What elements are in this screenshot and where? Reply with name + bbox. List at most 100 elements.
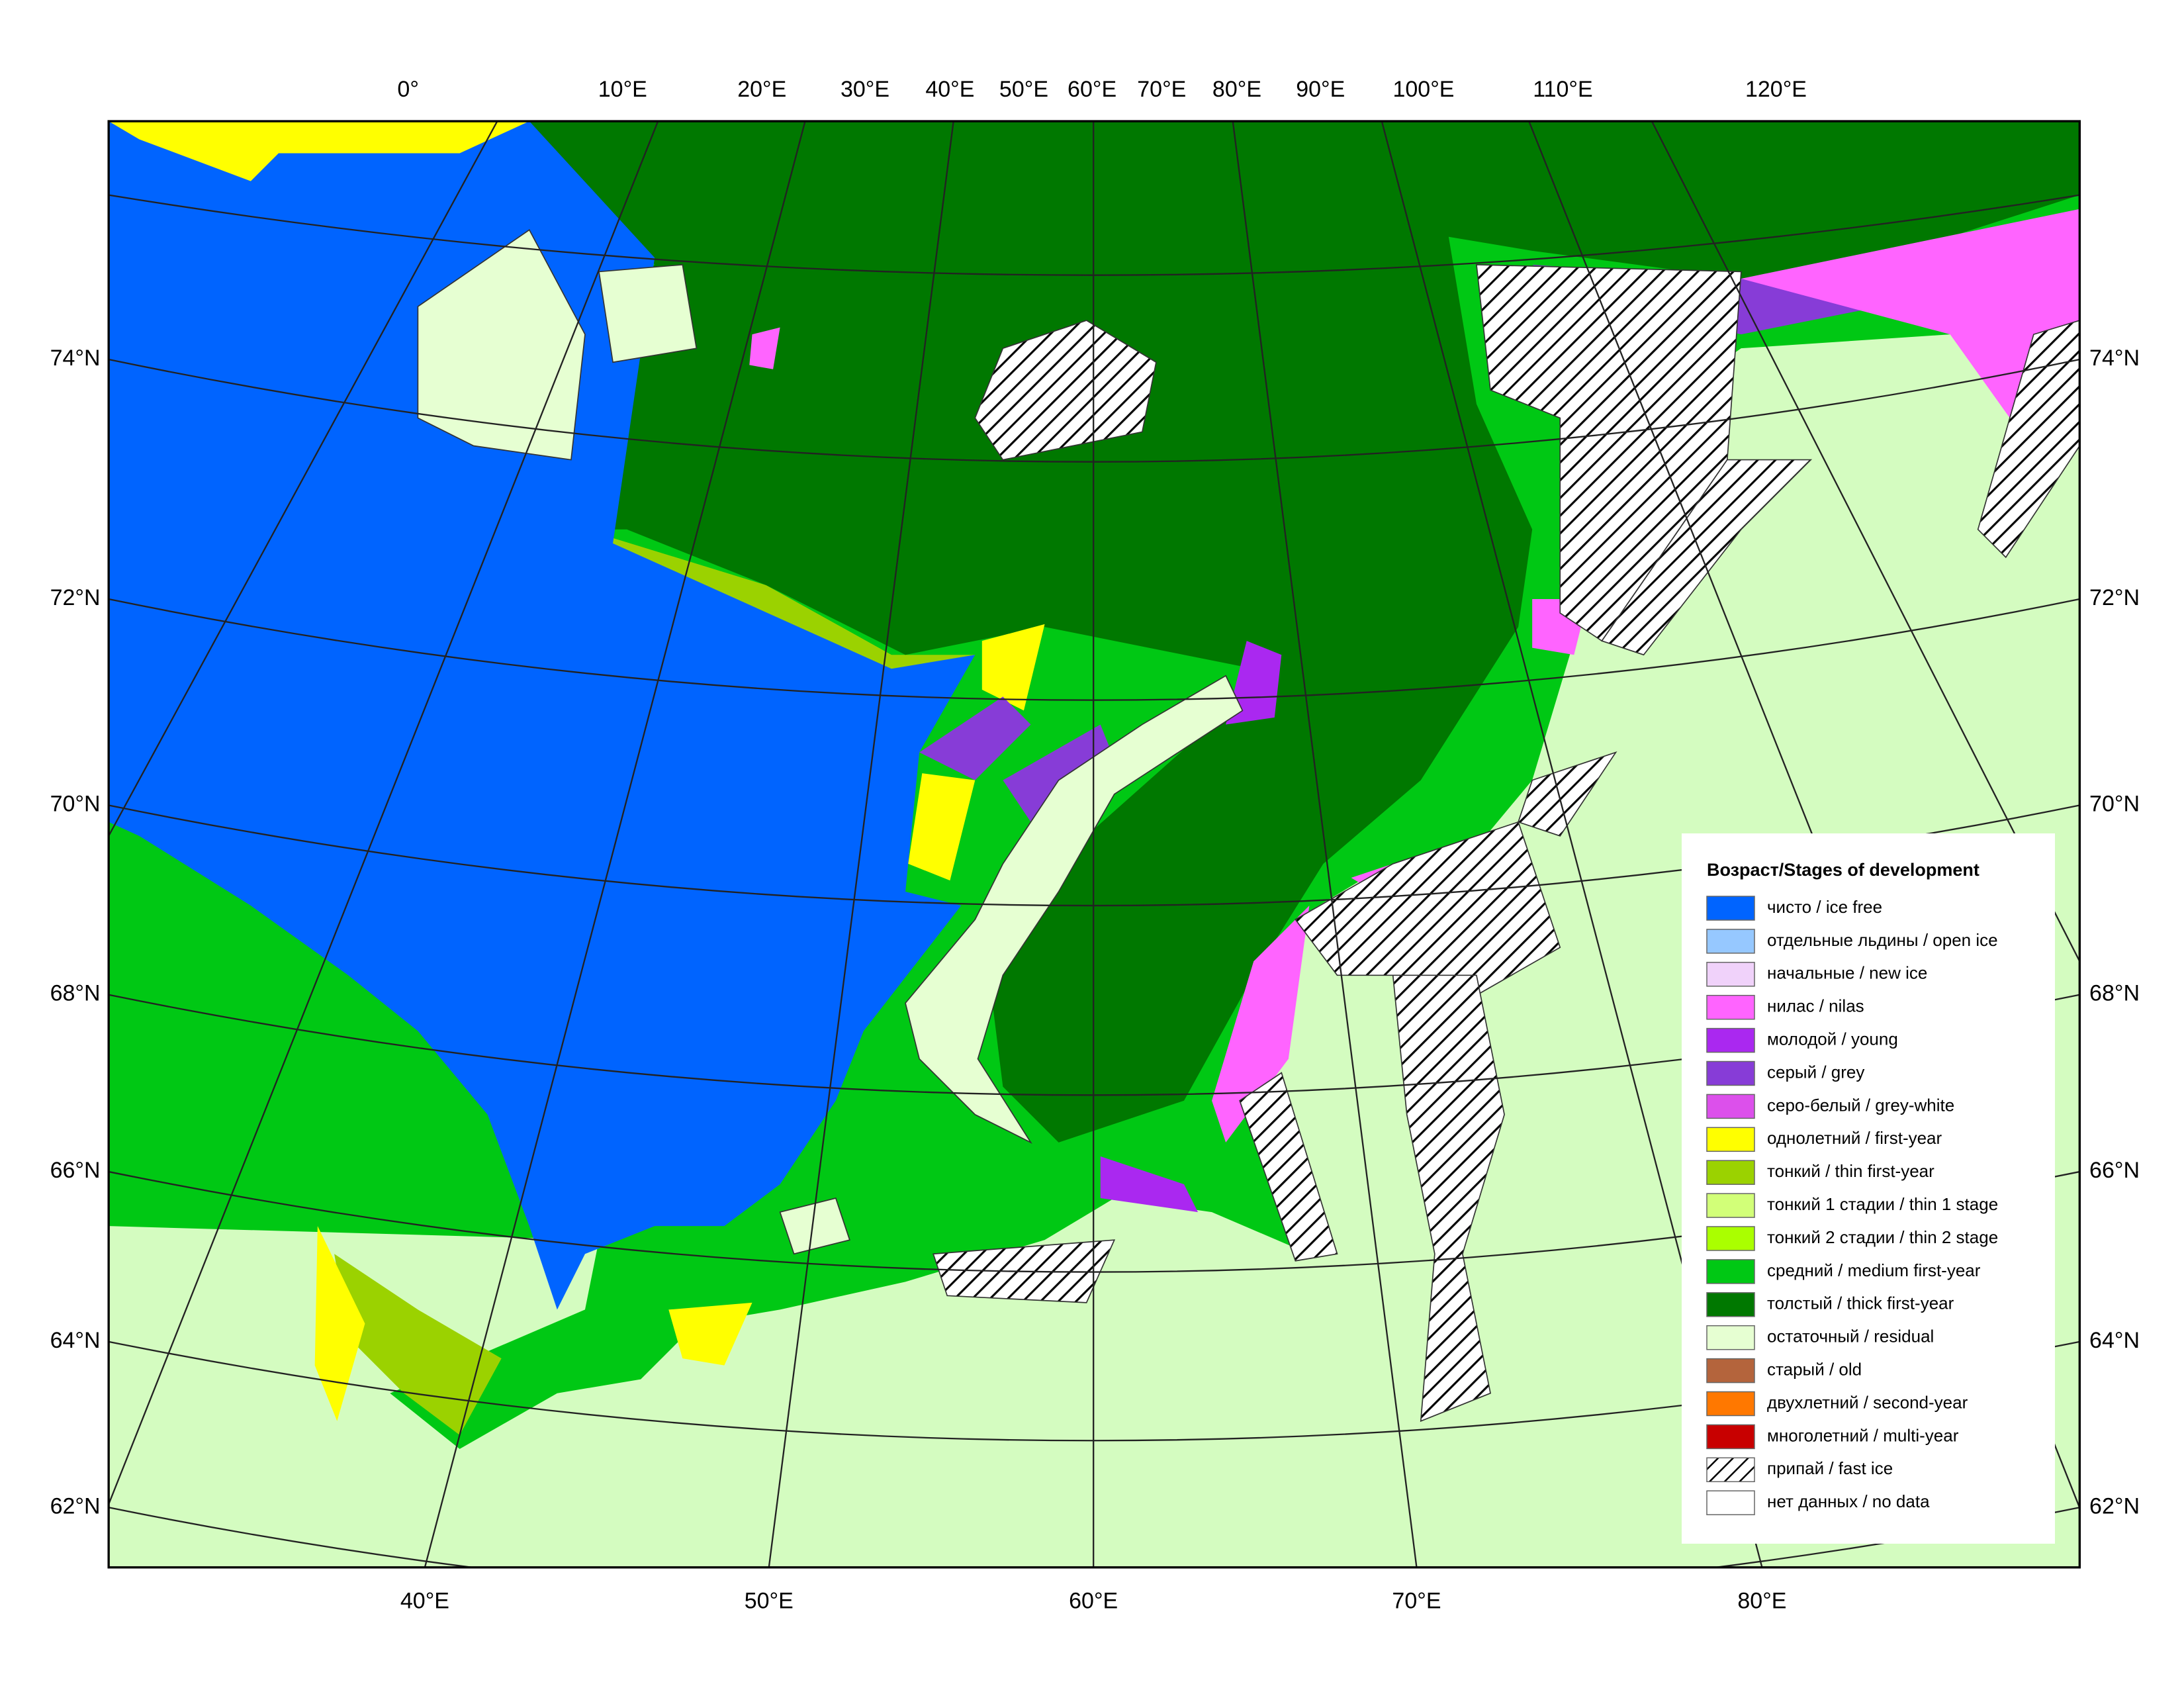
legend-swatch [1706, 1457, 1755, 1483]
longitude-label: 100°E [1392, 77, 1454, 102]
thin-ice [584, 529, 976, 683]
legend-label: многолетний / multi-year [1767, 1425, 1959, 1445]
legend-swatch [1706, 929, 1755, 954]
legend-swatch [1706, 1358, 1755, 1383]
meridian [109, 121, 659, 1507]
latitude-label: 74°N [50, 346, 101, 371]
fast-ice [1392, 974, 1505, 1423]
legend-swatch [1706, 896, 1755, 921]
first-year-ice [314, 1226, 365, 1421]
longitude-label: 30°E [841, 77, 889, 102]
latitude-label: 62°N [50, 1493, 101, 1519]
longitude-label: 80°E [1737, 1588, 1786, 1613]
thick-ice [459, 121, 2080, 1143]
legend-swatch [1706, 1391, 1755, 1417]
latitude-label: 64°N [50, 1328, 101, 1353]
ice-free [109, 121, 976, 1310]
longitude-label: 20°E [737, 77, 786, 102]
legend-label: нилас / nilas [1767, 996, 1864, 1016]
latitude-label: 72°N [50, 585, 101, 610]
fast-ice [974, 320, 1157, 461]
longitude-label: 70°E [1137, 77, 1186, 102]
meridian [424, 121, 806, 1568]
longitude-label: 60°E [1069, 1588, 1118, 1613]
map-frame [107, 120, 2081, 1569]
legend-swatch [1706, 1226, 1755, 1251]
legend-swatch [1706, 1292, 1755, 1317]
longitude-label: 50°E [999, 77, 1048, 102]
fast-ice [1239, 1072, 1338, 1262]
meridian [768, 121, 954, 1568]
legend-swatch [1706, 1424, 1755, 1450]
legend: Возраст/Stages of development чисто / ice… [1682, 833, 2055, 1544]
legend-swatch [1706, 1160, 1755, 1185]
legend-label: чисто / ice free [1767, 897, 1882, 917]
residual-land [779, 1197, 850, 1255]
first-year-ice [109, 121, 529, 181]
latitude-label: 70°N [2089, 792, 2140, 817]
legend-swatch [1706, 1060, 1755, 1086]
legend-label: начальные / new ice [1767, 963, 1927, 983]
legend-swatch [1706, 1490, 1755, 1515]
first-year-ice [908, 773, 976, 881]
residual-land [905, 675, 1244, 1144]
latitude-label: 70°N [50, 792, 101, 817]
residual-land [598, 263, 698, 363]
first-year-ice [981, 624, 1045, 711]
parallel [109, 1507, 2080, 1568]
legend-swatch [1706, 1127, 1755, 1152]
latitude-label: 72°N [2089, 585, 2140, 610]
longitude-label: 40°E [400, 1588, 449, 1613]
legend-swatch [1706, 962, 1755, 987]
thin-ice [334, 1254, 502, 1435]
legend-label: однолетний / first-year [1767, 1128, 1942, 1148]
legend-label: остаточный / residual [1767, 1327, 1934, 1346]
meridian [1232, 121, 1418, 1568]
latitude-label: 74°N [2089, 346, 2140, 371]
legend-label: толстый / thick first-year [1767, 1293, 1954, 1313]
legend-label: старый / old [1767, 1359, 1862, 1379]
fast-ice [1476, 264, 1742, 642]
latitude-label: 66°N [50, 1158, 101, 1183]
latitude-label: 64°N [2089, 1328, 2140, 1353]
longitude-label: 10°E [598, 77, 647, 102]
legend-label: припай / fast ice [1767, 1458, 1893, 1478]
meridian [1381, 121, 1763, 1568]
fast-ice [1518, 751, 1617, 837]
legend-label: нет данных / no data [1767, 1491, 1930, 1511]
longitude-label: 80°E [1212, 77, 1261, 102]
longitude-label: 50°E [745, 1588, 794, 1613]
meridian [1651, 121, 2080, 962]
legend-label: тонкий / thin first-year [1767, 1161, 1934, 1181]
meridian [109, 121, 498, 837]
longitude-label: 0° [397, 77, 419, 102]
longitude-label: 90°E [1296, 77, 1345, 102]
legend-swatch [1706, 1259, 1755, 1284]
fast-ice [1295, 821, 1561, 1004]
legend-label: серо-белый / grey-white [1767, 1095, 1954, 1115]
residual-land [417, 229, 586, 461]
latitude-label: 62°N [2089, 1493, 2140, 1519]
legend-swatch [1706, 994, 1755, 1020]
young-ice [1100, 1156, 1199, 1213]
latitude-label: 66°N [2089, 1158, 2140, 1183]
fast-ice [1977, 320, 2080, 559]
nilas [1212, 906, 1310, 1143]
longitude-label: 120°E [1745, 77, 1807, 102]
legend-label: двухлетний / second-year [1767, 1392, 1968, 1412]
grey-ice [919, 696, 1031, 780]
legend-label: молодой / young [1767, 1029, 1898, 1049]
longitude-label: 60°E [1068, 77, 1116, 102]
latitude-label: 68°N [50, 981, 101, 1006]
nilas [749, 327, 780, 369]
longitude-label: 70°E [1392, 1588, 1441, 1613]
legend-label: серый / grey [1767, 1062, 1864, 1082]
latitude-label: 68°N [2089, 981, 2140, 1006]
longitude-label: 110°E [1533, 77, 1592, 102]
legend-label: тонкий 2 стадии / thin 2 stage [1767, 1227, 1998, 1247]
legend-swatch [1706, 1027, 1755, 1053]
first-year-ice [668, 1302, 752, 1366]
grey-ice [1003, 724, 1115, 822]
legend-swatch [1706, 1193, 1755, 1218]
